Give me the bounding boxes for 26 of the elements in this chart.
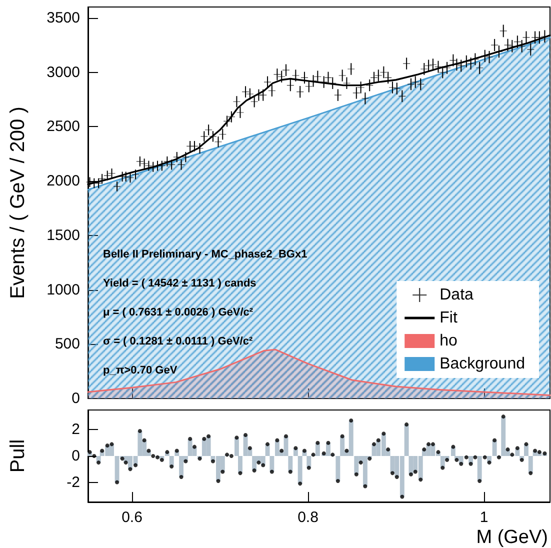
y-tick-label: 0 — [72, 448, 80, 464]
legend-label: Background — [440, 356, 525, 372]
y-tick-label: 3500 — [46, 9, 80, 26]
y-tick-label: 1000 — [46, 281, 80, 298]
x-tick-label: 0.8 — [298, 509, 318, 526]
y-tick-label: 500 — [54, 336, 80, 353]
annotation: p_π>0.70 GeV — [103, 364, 178, 376]
y-tick-label: 3000 — [46, 64, 80, 81]
x-tick-label: 1 — [480, 509, 488, 526]
legend-label: Data — [440, 286, 474, 304]
legend-label: ho — [440, 332, 458, 350]
y-tick-label: 0 — [72, 390, 80, 407]
y-tick-label: 2 — [72, 421, 80, 438]
annotation: Belle II Preliminary - MC_phase2_BGx1 — [103, 248, 308, 260]
x-axis-title: M (GeV) — [476, 527, 548, 548]
annotation: σ = ( 0.1281 ± 0.0111 ) GeV/c² — [103, 336, 253, 348]
annotation: μ = ( 0.7631 ± 0.0026 ) GeV/c² — [103, 306, 254, 318]
y-tick-label: 2500 — [46, 118, 80, 136]
legend-label: Fit — [440, 310, 458, 326]
y-tick-label: 2000 — [46, 172, 80, 190]
y-axis-title: Pull — [7, 439, 29, 473]
y-tick-label: -2 — [66, 474, 80, 491]
y-axis-title: Events / ( GeV / 200 ) — [7, 106, 29, 299]
x-tick-label: 0.6 — [122, 509, 142, 526]
annotation: Yield = ( 14542 ± 1131 ) cands — [103, 278, 256, 290]
y-tick-label: 1500 — [46, 226, 80, 244]
